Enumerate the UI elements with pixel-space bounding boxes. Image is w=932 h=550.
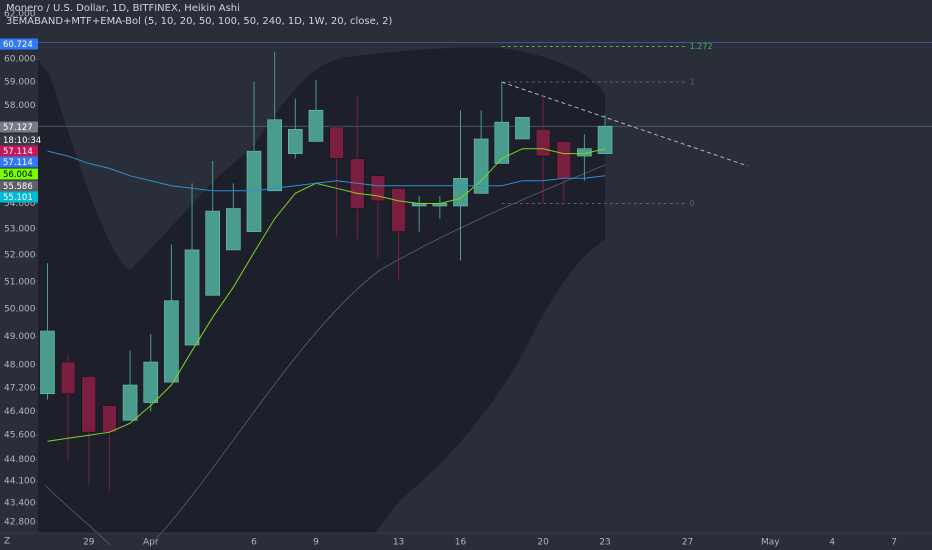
y-tick-label: 42.800 bbox=[4, 518, 36, 528]
price-label-box bbox=[0, 180, 38, 192]
candle-body bbox=[184, 249, 200, 346]
y-tick-label: 53.000 bbox=[4, 225, 36, 235]
corner-label: Z bbox=[4, 537, 10, 547]
x-tick-label: 29 bbox=[83, 538, 95, 548]
chart-title: Monero / U.S. Dollar, 1D, BITFINEX, Heik… bbox=[6, 3, 240, 14]
x-tick-label: May bbox=[761, 538, 780, 548]
x-tick-label: 20 bbox=[537, 538, 549, 548]
y-tick-label: 49.000 bbox=[4, 332, 36, 342]
candle-body bbox=[329, 126, 344, 159]
price-label: 18:10:34 bbox=[3, 136, 41, 146]
candle-body bbox=[287, 129, 303, 154]
y-tick-label: 45.600 bbox=[4, 431, 36, 441]
y-tick-label: 44.100 bbox=[4, 477, 36, 487]
candle-body bbox=[122, 384, 138, 421]
fib-label: 1 bbox=[690, 78, 695, 87]
fib-label: 0 bbox=[690, 199, 695, 208]
price-label: 57.127 bbox=[3, 123, 33, 133]
price-label-box bbox=[0, 168, 38, 180]
y-tick-label: 48.000 bbox=[4, 360, 36, 370]
indicator-line bbox=[47, 148, 606, 442]
candle-body bbox=[60, 361, 76, 395]
y-tick-label: 58.000 bbox=[4, 101, 36, 111]
price-label-box bbox=[0, 38, 38, 50]
x-tick-label: 4 bbox=[829, 538, 835, 548]
fib-label: 1.272 bbox=[690, 42, 713, 51]
candle-body bbox=[535, 129, 551, 157]
y-tick-label: 44.800 bbox=[4, 455, 36, 465]
price-label-box bbox=[0, 145, 38, 157]
y-tick-label: 59.000 bbox=[4, 78, 36, 88]
y-tick-label: 51.000 bbox=[4, 277, 36, 287]
price-label: 57.114 bbox=[3, 147, 33, 157]
y-tick-label: 62.000 bbox=[4, 10, 36, 20]
indicator-title: 3EMABAND+MTF+EMA-Bol (5, 10, 20, 50, 100… bbox=[6, 16, 392, 27]
x-tick-label: 13 bbox=[393, 538, 404, 548]
price-label-box bbox=[0, 191, 38, 203]
price-label: 56.004 bbox=[3, 170, 33, 180]
x-tick-label: 27 bbox=[682, 538, 693, 548]
x-tick-label: 6 bbox=[251, 538, 257, 548]
price-label: 55.101 bbox=[3, 193, 33, 203]
price-label-box bbox=[0, 156, 38, 168]
x-tick-label: 7 bbox=[891, 538, 897, 548]
indicator-line bbox=[47, 150, 606, 192]
x-tick-label: 23 bbox=[599, 538, 610, 548]
price-label: 57.114 bbox=[3, 158, 33, 168]
candle-body bbox=[246, 150, 262, 232]
candle-body bbox=[40, 330, 55, 395]
price-label-box bbox=[0, 121, 38, 133]
x-tick-label: 16 bbox=[455, 538, 467, 548]
candle-body bbox=[164, 300, 179, 383]
candle-body bbox=[81, 376, 97, 433]
price-label-box bbox=[0, 134, 38, 146]
candle-body bbox=[597, 125, 613, 154]
x-tick-label: 9 bbox=[313, 538, 319, 548]
y-tick-label: 50.000 bbox=[4, 304, 36, 314]
y-tick-label: 46.400 bbox=[4, 407, 36, 417]
candle-body bbox=[453, 177, 468, 207]
candle-body bbox=[515, 117, 530, 140]
y-tick-label: 60.000 bbox=[4, 55, 36, 65]
candle-body bbox=[205, 210, 220, 296]
candle-body bbox=[308, 109, 324, 142]
price-label: 60.724 bbox=[3, 40, 33, 50]
band-line bbox=[44, 484, 111, 546]
candle-body bbox=[556, 141, 572, 179]
candle-body bbox=[267, 119, 282, 192]
y-tick-label: 52.000 bbox=[4, 251, 36, 261]
candle-body bbox=[494, 121, 510, 164]
candle-body bbox=[370, 175, 386, 202]
candle-body bbox=[391, 187, 406, 232]
y-tick-label: 47.200 bbox=[4, 383, 36, 393]
candle-body bbox=[226, 208, 241, 251]
candle-body bbox=[102, 405, 117, 433]
y-tick-label: 43.400 bbox=[4, 498, 36, 508]
candle-body bbox=[143, 361, 159, 403]
price-label: 55.586 bbox=[3, 182, 33, 192]
band-line bbox=[154, 164, 606, 541]
candle-body bbox=[473, 138, 489, 194]
y-tick-label: 54.000 bbox=[4, 199, 36, 209]
band bbox=[38, 47, 605, 534]
x-tick-label: Apr bbox=[143, 538, 159, 548]
